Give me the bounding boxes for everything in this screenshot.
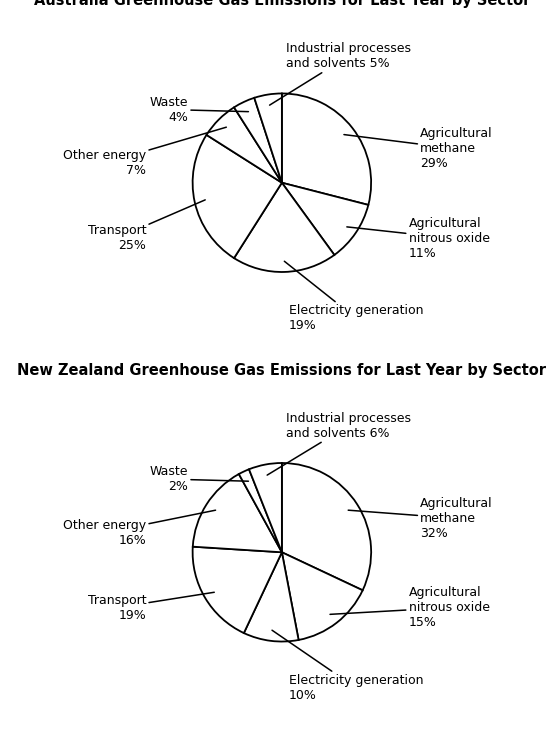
Text: Agricultural
nitrous oxide
11%: Agricultural nitrous oxide 11% <box>347 217 490 259</box>
Wedge shape <box>234 183 334 272</box>
Wedge shape <box>249 463 282 552</box>
Title: New Zealand Greenhouse Gas Emissions for Last Year by Sector: New Zealand Greenhouse Gas Emissions for… <box>18 363 546 378</box>
Wedge shape <box>244 552 299 642</box>
Wedge shape <box>234 98 282 183</box>
Text: Industrial processes
and solvents 5%: Industrial processes and solvents 5% <box>270 42 411 105</box>
Text: Waste
4%: Waste 4% <box>150 96 249 123</box>
Text: Transport
25%: Transport 25% <box>87 200 205 252</box>
Wedge shape <box>193 474 282 552</box>
Text: Other energy
7%: Other energy 7% <box>63 127 227 177</box>
Wedge shape <box>282 552 362 640</box>
Wedge shape <box>282 93 371 205</box>
Text: Electricity generation
10%: Electricity generation 10% <box>272 630 424 702</box>
Text: Electricity generation
19%: Electricity generation 19% <box>284 261 424 332</box>
Wedge shape <box>192 135 282 258</box>
Title: Australia Greenhouse Gas Emissions for Last Year by Sector: Australia Greenhouse Gas Emissions for L… <box>34 0 530 8</box>
Text: Waste
2%: Waste 2% <box>150 465 249 493</box>
Wedge shape <box>282 463 371 590</box>
Wedge shape <box>282 183 369 255</box>
Text: Other energy
16%: Other energy 16% <box>63 510 216 547</box>
Text: Transport
19%: Transport 19% <box>87 592 214 622</box>
Wedge shape <box>239 469 282 552</box>
Text: Agricultural
methane
29%: Agricultural methane 29% <box>344 127 493 171</box>
Text: Agricultural
nitrous oxide
15%: Agricultural nitrous oxide 15% <box>330 586 490 629</box>
Wedge shape <box>206 107 282 183</box>
Wedge shape <box>254 93 282 183</box>
Text: Agricultural
methane
32%: Agricultural methane 32% <box>348 497 493 539</box>
Text: Industrial processes
and solvents 6%: Industrial processes and solvents 6% <box>267 412 411 475</box>
Wedge shape <box>192 547 282 633</box>
